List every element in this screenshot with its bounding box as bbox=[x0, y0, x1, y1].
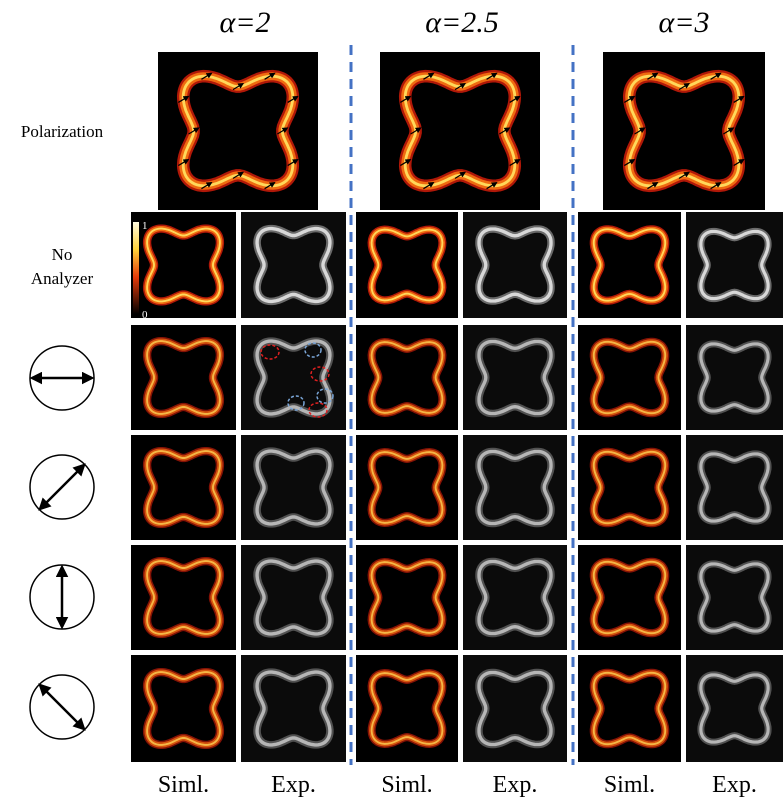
image-bg bbox=[578, 545, 681, 650]
exp-image bbox=[463, 655, 567, 762]
image-bg bbox=[463, 325, 567, 430]
image-bg bbox=[578, 325, 681, 430]
exp-image bbox=[463, 545, 567, 650]
image-bg bbox=[131, 435, 236, 540]
exp-image bbox=[686, 325, 783, 430]
exp-image bbox=[686, 435, 783, 540]
exp-image bbox=[463, 212, 567, 318]
image-bg bbox=[463, 545, 567, 650]
image-bg bbox=[686, 655, 783, 762]
sim-image bbox=[578, 435, 681, 540]
sim-image bbox=[356, 655, 458, 762]
image-bg bbox=[463, 655, 567, 762]
exp-image bbox=[463, 325, 567, 430]
column-footer: Exp. bbox=[493, 772, 538, 798]
sim-image bbox=[131, 545, 236, 650]
footer: Siml. Exp. Siml. Exp. Siml. Exp. bbox=[158, 772, 757, 798]
exp-image bbox=[241, 212, 346, 318]
sim-image bbox=[578, 212, 681, 318]
image-bg bbox=[356, 325, 458, 430]
exp-image bbox=[686, 545, 783, 650]
colorbar-min: 0 bbox=[142, 309, 148, 321]
exp-image bbox=[686, 655, 783, 762]
sim-image bbox=[131, 435, 236, 540]
image-bg bbox=[131, 655, 236, 762]
column-footer: Exp. bbox=[271, 772, 316, 798]
figure: α=2 α=2.5 α=3 Polarization No Analyzer 1… bbox=[0, 0, 783, 804]
panels bbox=[131, 52, 783, 762]
column-header: α=2 bbox=[220, 6, 271, 39]
image-bg bbox=[356, 655, 458, 762]
image-bg bbox=[463, 212, 567, 318]
sim-image bbox=[578, 325, 681, 430]
column-footer: Siml. bbox=[158, 772, 209, 798]
exp-image bbox=[686, 212, 783, 318]
exp-image bbox=[241, 655, 346, 762]
column-header: α=3 bbox=[659, 6, 710, 39]
image-bg bbox=[241, 435, 346, 540]
exp-image bbox=[463, 435, 567, 540]
column-footer: Siml. bbox=[381, 772, 432, 798]
column-footer: Exp. bbox=[712, 772, 757, 798]
sim-image bbox=[356, 212, 458, 318]
row-label: Analyzer bbox=[31, 269, 94, 288]
image-bg bbox=[686, 212, 783, 318]
image-bg bbox=[603, 52, 765, 210]
image-bg bbox=[686, 545, 783, 650]
exp-image bbox=[241, 325, 346, 430]
image-bg bbox=[241, 212, 346, 318]
colorbar-max: 1 bbox=[142, 220, 148, 232]
image-bg bbox=[686, 435, 783, 540]
sim-image bbox=[603, 52, 765, 210]
image-bg bbox=[131, 545, 236, 650]
image-bg bbox=[578, 212, 681, 318]
image-bg bbox=[241, 655, 346, 762]
sim-image bbox=[131, 655, 236, 762]
sim-image bbox=[356, 325, 458, 430]
image-bg bbox=[686, 325, 783, 430]
column-header: α=2.5 bbox=[425, 6, 499, 39]
sim-image bbox=[131, 325, 236, 430]
analyzer-icons bbox=[30, 346, 94, 739]
image-bg bbox=[241, 325, 346, 430]
column-footer: Siml. bbox=[604, 772, 655, 798]
image-bg bbox=[463, 435, 567, 540]
image-bg bbox=[356, 212, 458, 318]
exp-image bbox=[241, 435, 346, 540]
row-label: Polarization bbox=[21, 122, 104, 141]
image-bg bbox=[380, 52, 540, 210]
exp-image bbox=[241, 545, 346, 650]
sim-image bbox=[158, 52, 318, 210]
image-bg bbox=[241, 545, 346, 650]
row-label: No bbox=[52, 245, 73, 264]
sim-image bbox=[578, 655, 681, 762]
sim-image bbox=[356, 435, 458, 540]
image-bg bbox=[158, 52, 318, 210]
sim-image bbox=[578, 545, 681, 650]
image-bg bbox=[578, 435, 681, 540]
sim-image bbox=[380, 52, 540, 210]
sim-image bbox=[356, 545, 458, 650]
image-bg bbox=[356, 545, 458, 650]
image-bg bbox=[356, 435, 458, 540]
image-bg bbox=[578, 655, 681, 762]
image-bg bbox=[131, 325, 236, 430]
